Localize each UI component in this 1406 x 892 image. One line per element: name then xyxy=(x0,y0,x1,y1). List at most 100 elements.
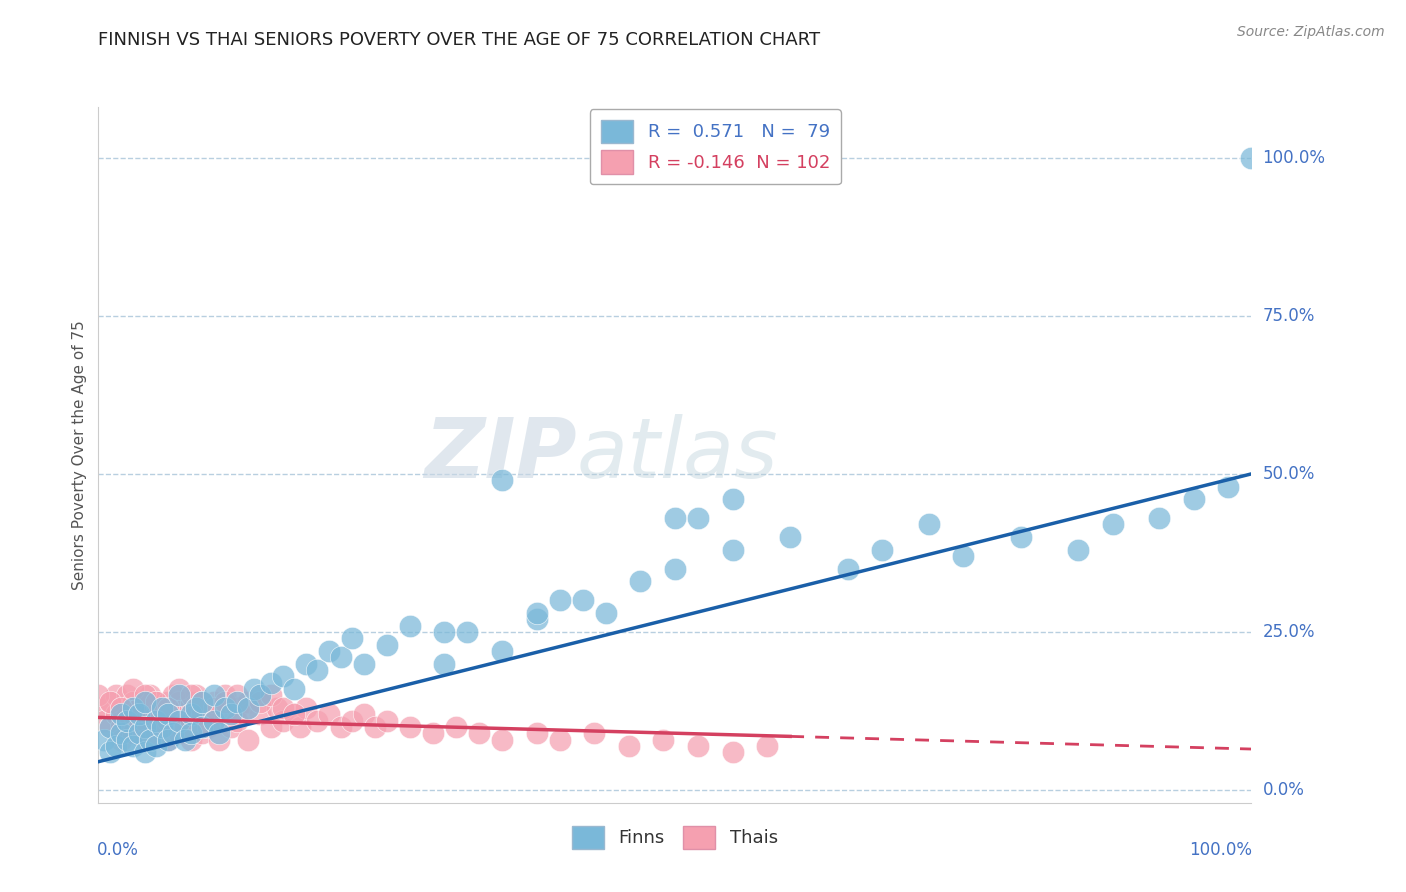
Point xyxy=(134,688,156,702)
Point xyxy=(214,701,236,715)
Point xyxy=(128,707,150,722)
Point xyxy=(186,688,208,702)
Point xyxy=(283,707,305,722)
Point xyxy=(548,732,571,747)
Point xyxy=(290,720,312,734)
Point xyxy=(139,732,162,747)
Point xyxy=(87,701,110,715)
Point xyxy=(110,707,132,722)
Point xyxy=(156,695,179,709)
Point xyxy=(202,701,225,715)
Point xyxy=(249,688,271,702)
Point xyxy=(98,695,121,709)
Point xyxy=(225,714,247,728)
Point xyxy=(433,625,456,640)
Point xyxy=(104,688,127,702)
Point xyxy=(271,714,294,728)
Point xyxy=(122,695,145,709)
Text: FINNISH VS THAI SENIORS POVERTY OVER THE AGE OF 75 CORRELATION CHART: FINNISH VS THAI SENIORS POVERTY OVER THE… xyxy=(98,31,821,49)
Text: Source: ZipAtlas.com: Source: ZipAtlas.com xyxy=(1237,25,1385,39)
Point xyxy=(526,606,548,620)
Point xyxy=(686,739,709,753)
Point xyxy=(110,732,132,747)
Point xyxy=(295,701,318,715)
Point xyxy=(1067,542,1090,557)
Point xyxy=(93,732,115,747)
Point xyxy=(1102,517,1125,532)
Text: atlas: atlas xyxy=(576,415,779,495)
Point xyxy=(128,726,150,740)
Point xyxy=(329,720,352,734)
Point xyxy=(162,688,184,702)
Point xyxy=(150,720,173,734)
Point xyxy=(110,701,132,715)
Point xyxy=(110,701,132,715)
Point xyxy=(225,701,247,715)
Point xyxy=(191,726,214,740)
Point xyxy=(491,732,513,747)
Point xyxy=(150,720,173,734)
Point xyxy=(150,701,173,715)
Point xyxy=(917,517,939,532)
Point xyxy=(202,688,225,702)
Point xyxy=(134,695,156,709)
Text: 0.0%: 0.0% xyxy=(1263,781,1305,799)
Point xyxy=(721,542,744,557)
Point xyxy=(238,701,260,715)
Point xyxy=(98,745,121,759)
Point xyxy=(571,593,593,607)
Point xyxy=(162,707,184,722)
Point xyxy=(191,707,214,722)
Point xyxy=(295,657,318,671)
Point xyxy=(180,695,202,709)
Point xyxy=(150,701,173,715)
Point xyxy=(468,726,491,740)
Point xyxy=(167,707,190,722)
Legend: Finns, Thais: Finns, Thais xyxy=(564,819,786,856)
Point xyxy=(156,714,179,728)
Point xyxy=(214,688,236,702)
Point xyxy=(208,726,231,740)
Point xyxy=(260,675,283,690)
Point xyxy=(249,695,271,709)
Point xyxy=(271,669,294,683)
Point xyxy=(526,612,548,626)
Point xyxy=(145,707,167,722)
Point xyxy=(353,707,375,722)
Point xyxy=(1218,479,1240,493)
Point xyxy=(260,688,283,702)
Point xyxy=(202,714,225,728)
Point xyxy=(145,695,167,709)
Point xyxy=(167,726,190,740)
Point xyxy=(1147,511,1170,525)
Point xyxy=(225,695,247,709)
Point xyxy=(122,681,145,696)
Text: 100.0%: 100.0% xyxy=(1263,149,1326,167)
Point xyxy=(145,695,167,709)
Point xyxy=(145,739,167,753)
Point xyxy=(180,726,202,740)
Point xyxy=(526,726,548,740)
Point xyxy=(318,644,340,658)
Point xyxy=(122,726,145,740)
Point xyxy=(156,701,179,715)
Point xyxy=(202,701,225,715)
Text: ZIP: ZIP xyxy=(425,415,576,495)
Point xyxy=(174,701,197,715)
Point xyxy=(375,714,398,728)
Point xyxy=(340,632,363,646)
Point xyxy=(122,739,145,753)
Point xyxy=(1182,492,1205,507)
Point xyxy=(174,732,197,747)
Point xyxy=(225,688,247,702)
Point xyxy=(1240,151,1263,165)
Point xyxy=(167,681,190,696)
Point xyxy=(104,707,127,722)
Point xyxy=(117,714,139,728)
Text: 25.0%: 25.0% xyxy=(1263,623,1315,641)
Point xyxy=(583,726,606,740)
Point xyxy=(191,720,214,734)
Text: 0.0%: 0.0% xyxy=(97,841,139,859)
Point xyxy=(156,732,179,747)
Point xyxy=(122,707,145,722)
